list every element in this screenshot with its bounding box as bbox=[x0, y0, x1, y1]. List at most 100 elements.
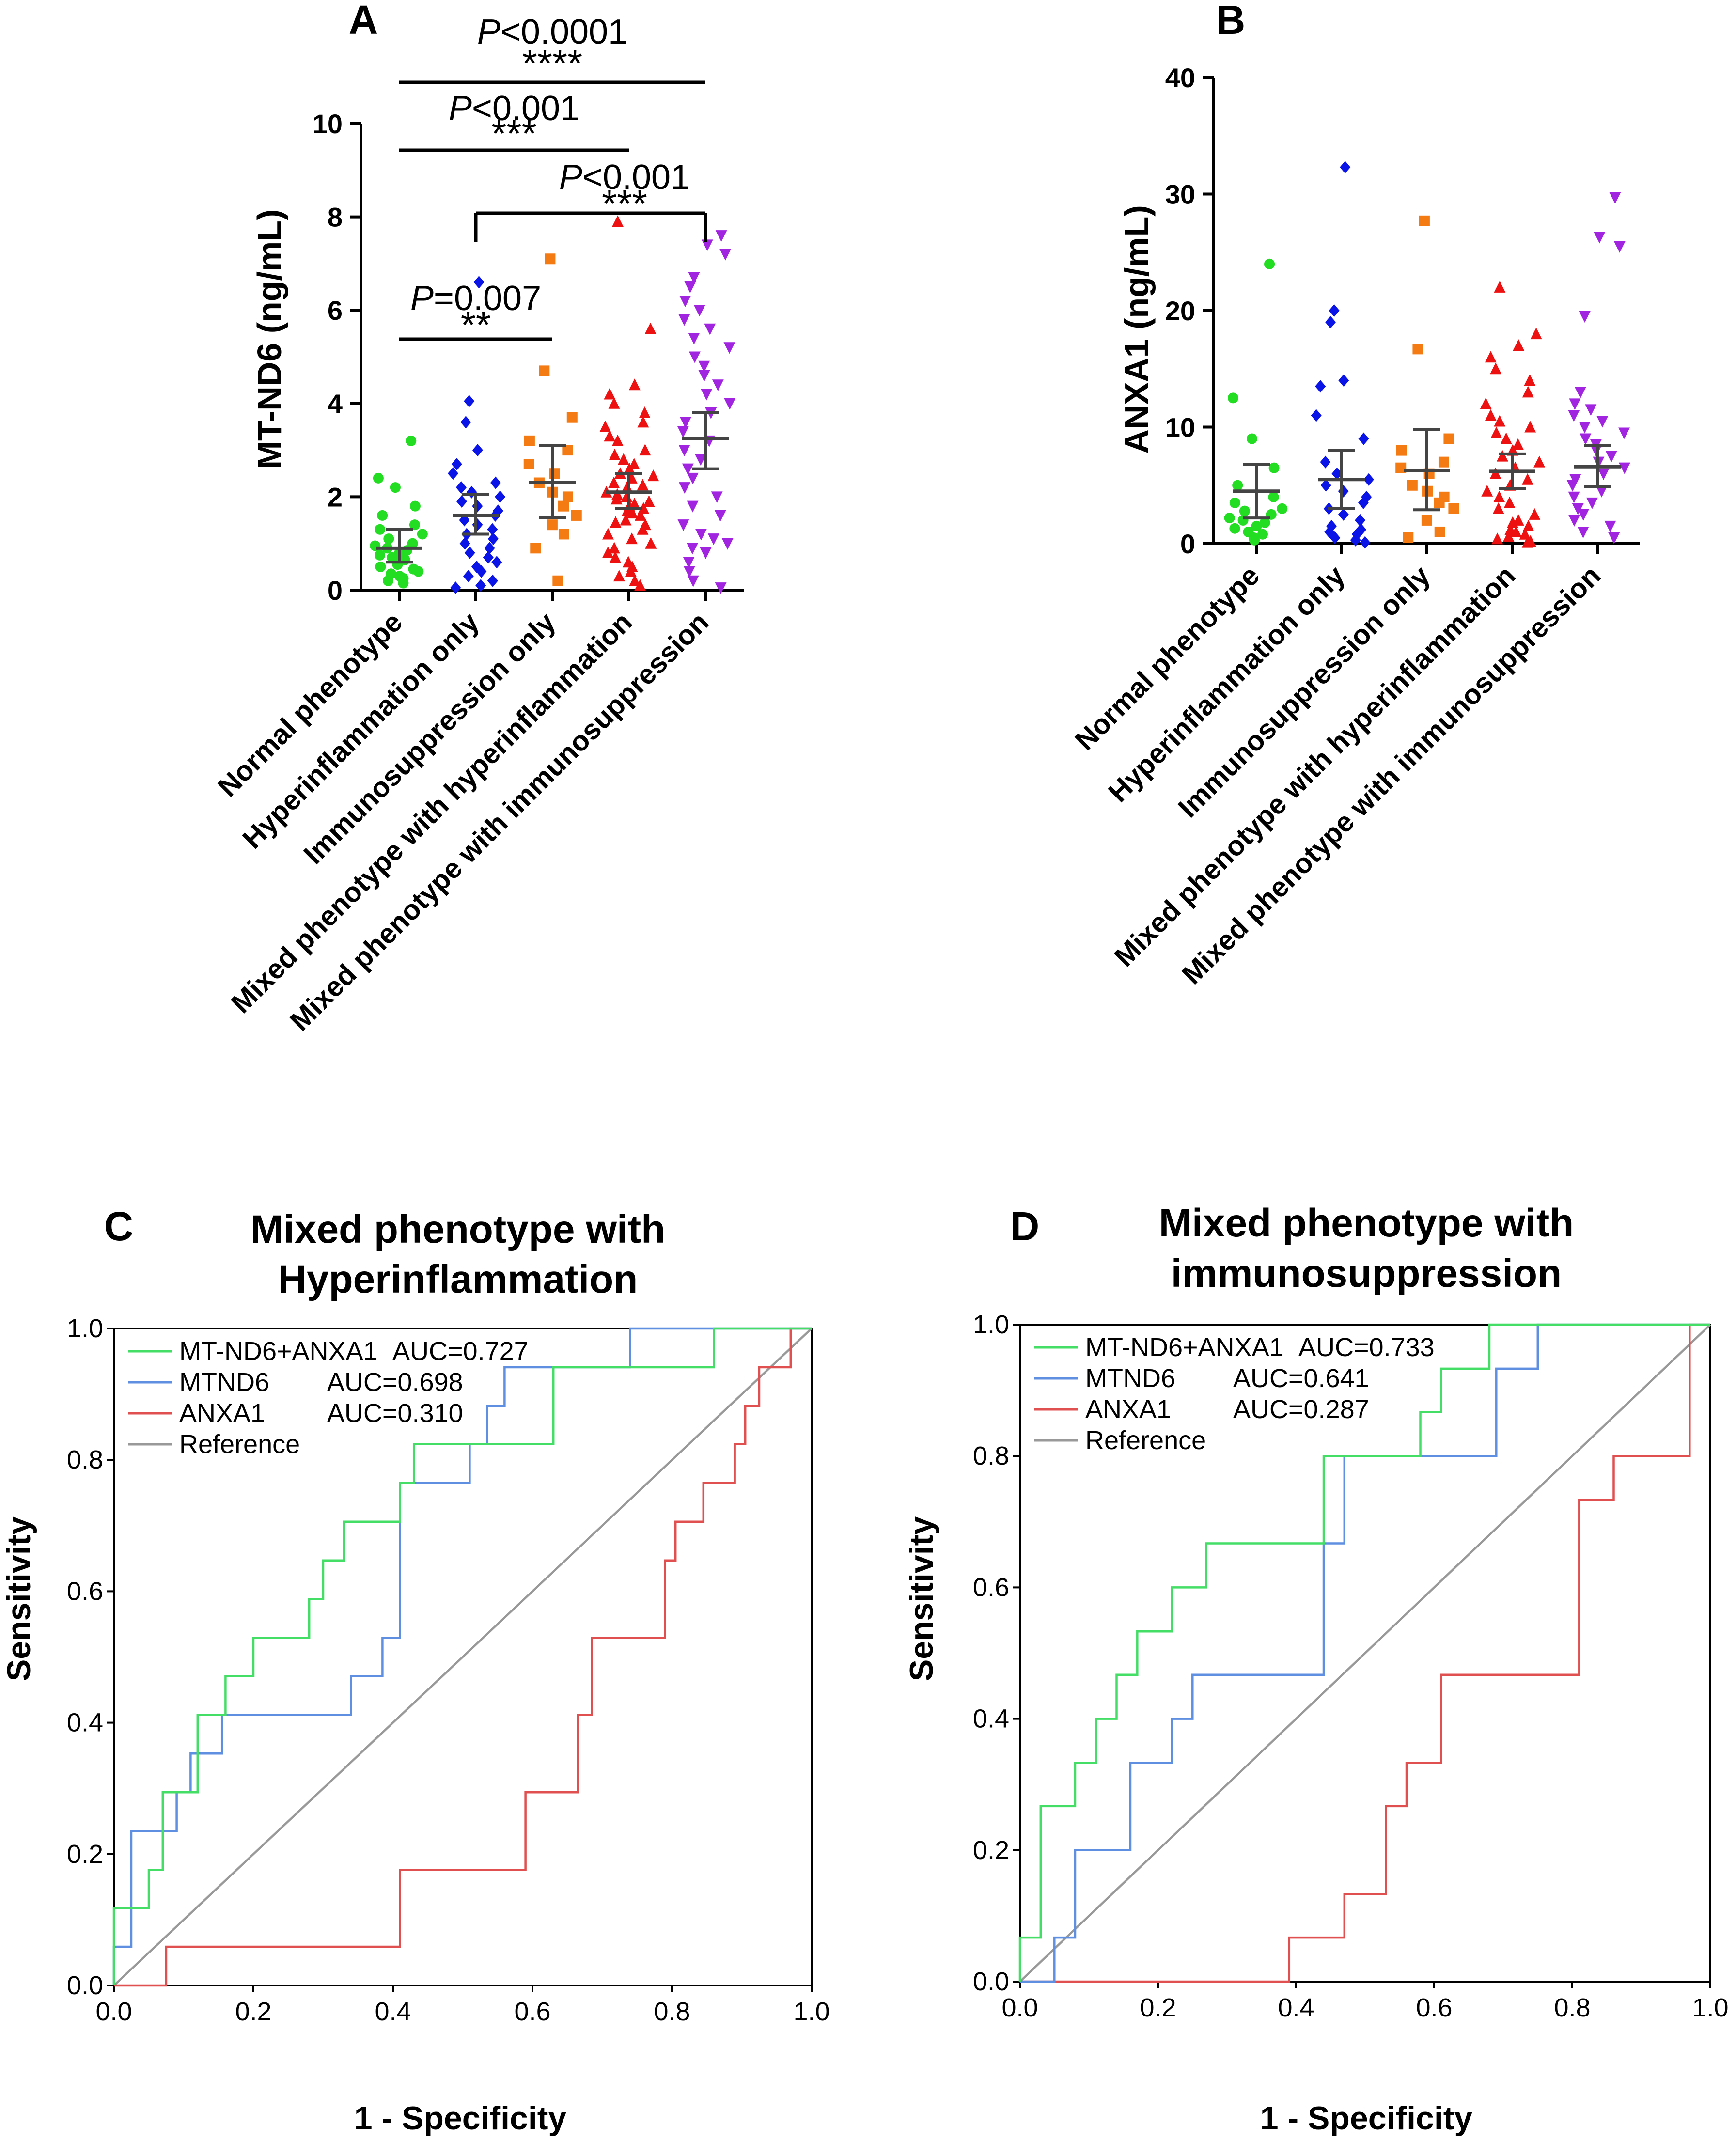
panel-d-roc-curve-mt-nd6-anxa1 bbox=[1018, 1323, 1710, 1982]
panel-b-point-immunosuppression bbox=[1403, 532, 1414, 543]
panel-label-b: B bbox=[1216, 0, 1246, 43]
panel-a-point-immunosuppression bbox=[558, 500, 569, 512]
panel-d-xlabel: 1 - Specificity bbox=[1260, 2100, 1473, 2137]
panel-a-point-hyperinflammation bbox=[459, 537, 470, 550]
panel-b-point-hyperinflammation bbox=[1338, 484, 1349, 498]
panel-a-point-mixed-hyper bbox=[625, 565, 637, 577]
panel-b-point-mixed-hyper bbox=[1480, 397, 1492, 409]
panel-d-legend-name-mt-nd6-anxa1: MT-ND6+ANXA1 bbox=[1085, 1333, 1284, 1362]
panel-a-point-mixed-immuno bbox=[698, 360, 710, 373]
panel-a-point-immunosuppression bbox=[558, 529, 569, 540]
panel-c-ylabel: Sensitivity bbox=[0, 1516, 37, 1681]
panel-a-point-mixed-immuno bbox=[712, 379, 724, 391]
panel-b-point-normal bbox=[1264, 258, 1275, 269]
panel-b-point-mixed-immuno bbox=[1609, 192, 1621, 204]
panel-d-xtick-label: 0.8 bbox=[1554, 1993, 1590, 2022]
panel-a-point-hyperinflammation bbox=[491, 556, 502, 569]
panel-c-roc-curve-anxa1 bbox=[114, 1327, 812, 1987]
panel-b-point-hyperinflammation bbox=[1358, 432, 1369, 445]
panel-b-point-mixed-hyper bbox=[1494, 281, 1506, 293]
panel-c-legend-name-mtnd6: MTND6 bbox=[179, 1368, 269, 1397]
panel-d-xtick-label: 1.0 bbox=[1692, 1993, 1728, 2022]
panel-c-xtick-label: 0.2 bbox=[235, 1997, 271, 2026]
panel-b-point-mixed-immuno bbox=[1594, 232, 1606, 244]
panel-b-point-hyperinflammation bbox=[1358, 496, 1369, 509]
panel-a-point-mixed-immuno bbox=[719, 249, 732, 261]
panel-b-point-mixed-hyper bbox=[1530, 328, 1542, 340]
panel-d-title-line1: Mixed phenotype with bbox=[1159, 1201, 1574, 1245]
panel-b-point-mixed-hyper bbox=[1529, 508, 1541, 520]
panel-b-point-normal bbox=[1239, 505, 1250, 516]
panel-a-point-hyperinflammation bbox=[472, 444, 483, 457]
panel-a-point-mixed-immuno bbox=[700, 547, 712, 559]
panel-a-point-immunosuppression bbox=[539, 365, 550, 376]
panel-a-point-hyperinflammation bbox=[464, 546, 475, 559]
panel-a-ytick-label: 0 bbox=[328, 575, 343, 606]
panel-b-point-immunosuppression bbox=[1395, 462, 1407, 473]
panel-b-point-hyperinflammation bbox=[1338, 374, 1349, 387]
panel-a-point-hyperinflammation bbox=[490, 476, 501, 489]
panel-a-point-hyperinflammation bbox=[473, 276, 485, 289]
panel-a-point-normal bbox=[375, 524, 386, 535]
panel-c-xtick-label: 0.0 bbox=[95, 1997, 132, 2026]
panel-c-roc-curve-reference bbox=[113, 1328, 813, 1986]
panel-b-point-mixed-immuno bbox=[1577, 526, 1589, 538]
panel-b-point-mixed-hyper bbox=[1521, 473, 1533, 485]
panel-d-xtick-label: 0.6 bbox=[1416, 1993, 1452, 2022]
panel-a-comparison-3-stars: *** bbox=[602, 182, 647, 225]
panel-a-point-mixed-immuno bbox=[687, 472, 699, 484]
panel-b-point-hyperinflammation bbox=[1329, 531, 1341, 544]
panel-b-point-mixed-hyper bbox=[1513, 339, 1525, 351]
panel-a-point-mixed-hyper bbox=[610, 493, 623, 505]
panel-a-point-mixed-immuno bbox=[704, 323, 716, 335]
panel-d-legend-name-reference: Reference bbox=[1085, 1426, 1206, 1455]
panel-b-point-mixed-immuno bbox=[1579, 311, 1591, 323]
panel-a-point-immunosuppression bbox=[552, 575, 563, 586]
panel-b-point-immunosuppression bbox=[1421, 515, 1432, 526]
panel-b-point-immunosuppression bbox=[1419, 215, 1430, 226]
panel-b-point-mixed-hyper bbox=[1489, 467, 1501, 479]
panel-d-xtick-label: 0.0 bbox=[1001, 1993, 1038, 2022]
panel-a-point-mixed-hyper bbox=[645, 537, 657, 549]
panel-a-point-mixed-hyper bbox=[644, 322, 657, 334]
panel-a-point-immunosuppression bbox=[549, 468, 560, 479]
panel-b-point-mixed-hyper bbox=[1490, 362, 1502, 375]
panel-a-point-hyperinflammation bbox=[495, 490, 506, 503]
panel-b-point-normal bbox=[1229, 523, 1240, 534]
panel-a-point-immunosuppression bbox=[566, 412, 578, 423]
panel-b-point-normal bbox=[1268, 491, 1279, 502]
panel-a-point-mixed-immuno bbox=[678, 314, 690, 326]
panel-a-ytick-label: 8 bbox=[328, 202, 343, 233]
panel-b-point-mixed-hyper bbox=[1496, 450, 1508, 462]
panel-d-ytick-label: 0.4 bbox=[973, 1704, 1009, 1734]
panel-c-roc-curve-mtnd6 bbox=[112, 1327, 812, 1985]
panel-b-point-mixed-immuno bbox=[1597, 468, 1610, 480]
panel-a-ytick-label: 4 bbox=[328, 389, 343, 419]
panel-a-comparison-1-stars: **** bbox=[522, 42, 583, 85]
panel-c-ytick-label: 0.4 bbox=[67, 1708, 103, 1737]
panel-d-ytick-label: 1.0 bbox=[973, 1310, 1009, 1339]
panel-b-point-mixed-immuno bbox=[1579, 422, 1591, 434]
panel-b-point-mixed-hyper bbox=[1510, 525, 1522, 537]
panel-c-ytick-label: 0.6 bbox=[67, 1577, 103, 1606]
panel-c-legend-auc-mt-nd6-anxa1: AUC=0.727 bbox=[392, 1337, 529, 1366]
panel-a-point-hyperinflammation bbox=[484, 542, 495, 555]
panel-d-roc-curve-reference bbox=[1019, 1324, 1711, 1983]
panel-a-point-mixed-immuno bbox=[687, 543, 699, 555]
panel-b-ylabel: ANXA1 (ng/mL) bbox=[1118, 205, 1156, 453]
panel-b-point-immunosuppression bbox=[1448, 503, 1459, 514]
panel-a-point-normal bbox=[373, 472, 384, 484]
panel-b-point-mixed-hyper bbox=[1521, 536, 1533, 548]
panel-a-point-normal bbox=[406, 435, 417, 446]
panel-b-point-mixed-immuno bbox=[1613, 241, 1626, 253]
panel-c-legend-auc-anxa1: AUC=0.310 bbox=[327, 1399, 463, 1428]
panel-d-legend-auc-anxa1: AUC=0.287 bbox=[1233, 1395, 1369, 1424]
panel-a-ytick-label: 10 bbox=[313, 109, 343, 139]
panel-d-ytick-label: 0.8 bbox=[973, 1441, 1009, 1470]
panel-a-point-hyperinflammation bbox=[451, 457, 462, 470]
panel-a-point-mixed-hyper bbox=[617, 453, 629, 465]
panel-b-point-mixed-hyper bbox=[1500, 432, 1512, 444]
panel-a-point-mixed-hyper bbox=[647, 469, 659, 482]
panel-a-point-immunosuppression bbox=[524, 435, 535, 446]
